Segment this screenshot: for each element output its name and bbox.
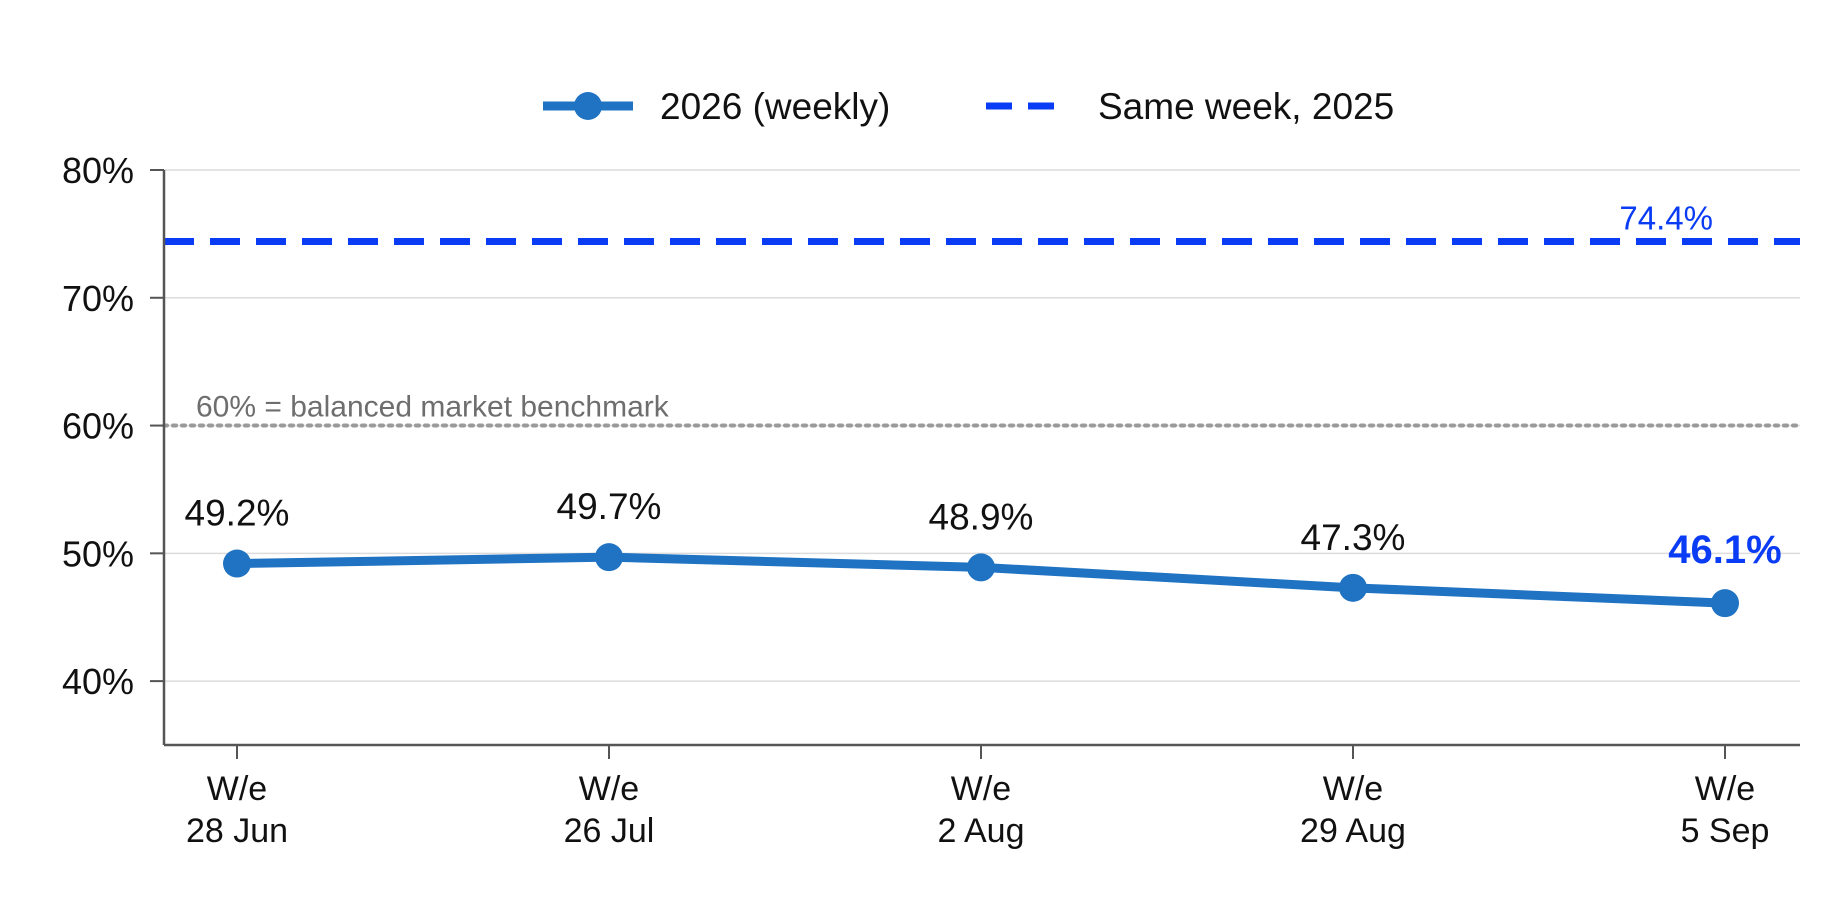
series-layer [223,543,1739,618]
reference-lines: 74.4% 60% = balanced market benchmark [162,200,1802,428]
legend-label-2026: 2026 (weekly) [660,86,890,127]
data-point [1711,589,1739,618]
data-label: 49.2% [185,493,290,534]
x-tick-label: W/e 26 Jul [564,770,655,850]
axes: 40% 50% 60% 70% 80% W/e 28 Jun W/e 26 Jul W/e 2 Au… [62,150,1800,850]
benchmark-label: 60% = balanced market benchmark [196,391,670,424]
data-point [1339,573,1367,602]
data-point [595,543,623,572]
reference-line-2025-label: 74.4% [1619,200,1713,237]
data-labels: 49.2% 49.7% 48.9% 47.3% 46.1% [185,486,1782,572]
data-label: 47.3% [1301,517,1406,558]
x-tick-label: W/e 5 Sep [1681,770,1770,850]
data-label: 48.9% [929,496,1034,537]
legend-marker-2026 [574,92,602,120]
x-tick-label: W/e 2 Aug [938,770,1025,850]
y-tick-label: 70% [62,278,134,319]
y-tick-label: 50% [62,533,134,574]
legend-label-2025: Same week, 2025 [1098,86,1394,127]
legend: 2026 (weekly) Same week, 2025 [543,86,1394,127]
y-tick-label: 40% [62,661,134,702]
data-point [223,549,251,578]
x-tick-label: W/e 29 Aug [1300,770,1406,850]
y-tick-label: 80% [62,150,134,191]
data-point [967,553,995,582]
y-tick-label: 60% [62,406,134,447]
x-tick-label: W/e 28 Jun [186,770,288,850]
data-label: 49.7% [557,486,662,527]
data-label-latest: 46.1% [1668,528,1781,572]
